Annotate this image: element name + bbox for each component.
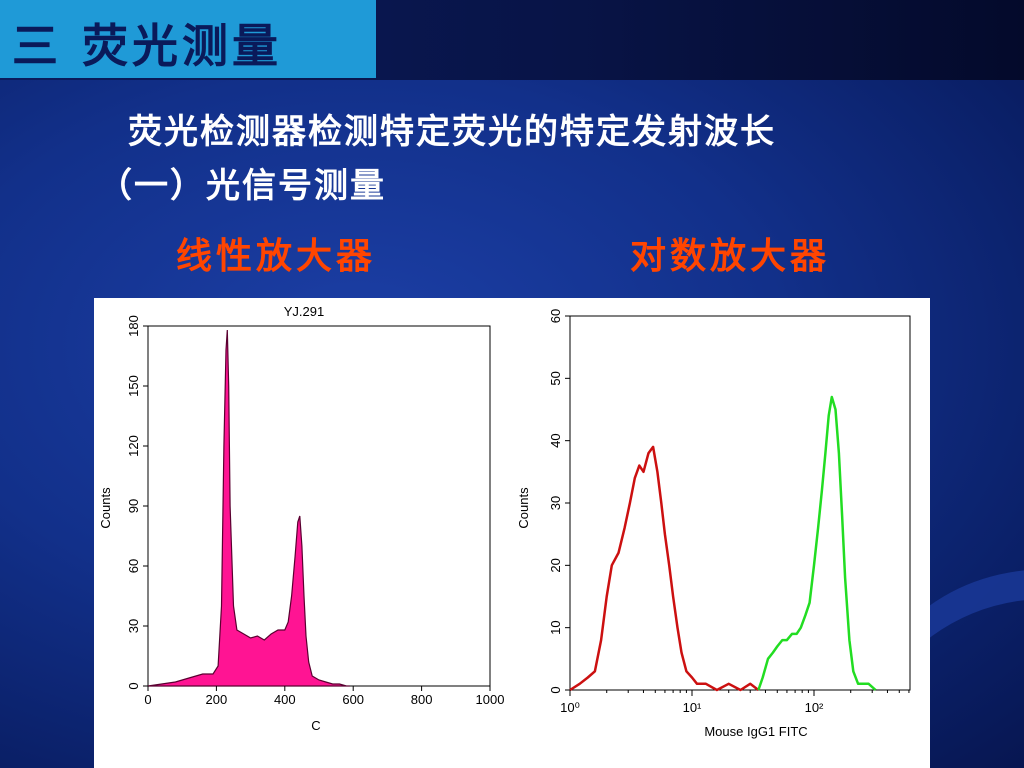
log-histogram-chart: Counts Mouse IgG1 FITC 10⁰ 10¹ 10² 0 10 20 30 4… — [516, 309, 911, 739]
chart1-x-tick-label: 400 — [274, 692, 296, 707]
chart1-frame — [147, 325, 491, 687]
chart2-series-line-2 — [757, 395, 877, 691]
chart2-y-tick-label: 0 — [548, 686, 563, 693]
linear-histogram-chart: YJ.291 Counts C 0 200 400 600 800 1000 0 30 60 90… — [98, 304, 505, 733]
chart1-x-label: C — [311, 718, 320, 733]
chart2-y-tick-label: 10 — [548, 620, 563, 634]
title-box: 三 荧光测量 — [0, 0, 376, 78]
chart1-y-tick-label: 120 — [126, 435, 141, 457]
chart1-x-tick-label: 0 — [144, 692, 151, 707]
chart2-x-tick-label: 10⁰ — [560, 700, 580, 715]
chart1-y-label: Counts — [98, 487, 113, 529]
chart2-y-label: Counts — [516, 487, 531, 529]
chart2-x-tick-label: 10² — [805, 700, 824, 715]
chart1-y-tick-label: 60 — [126, 559, 141, 573]
chart2-y-tick-label: 40 — [548, 433, 563, 447]
chart1-y-tick-label: 0 — [126, 682, 141, 689]
chart1-y-tick-label: 90 — [126, 499, 141, 513]
chart-panel: YJ.291 Counts C 0 200 400 600 800 1000 0 30 60 90… — [94, 298, 930, 768]
chart1-x-tick-label: 800 — [411, 692, 433, 707]
chart1-x-tick-label: 1000 — [476, 692, 505, 707]
chart1-area — [147, 329, 350, 687]
chart2-x-tick-label: 10¹ — [683, 700, 702, 715]
chart2-frame — [569, 315, 911, 691]
chart1-title: YJ.291 — [284, 304, 324, 319]
chart2-y-tick-label: 60 — [548, 309, 563, 323]
chart2-series-line-1 — [569, 445, 760, 692]
chart1-y-tick-label: 30 — [126, 619, 141, 633]
chart1-y-tick-label: 180 — [126, 315, 141, 337]
chart2-y-tick-label: 30 — [548, 496, 563, 510]
chart1-y-tick-label: 150 — [126, 375, 141, 397]
slide-title: 三 荧光测量 — [12, 19, 283, 73]
chart2-x-label: Mouse IgG1 FITC — [704, 724, 807, 739]
chart2-y-tick-label: 20 — [548, 558, 563, 572]
label-log-amplifier: 对数放大器 — [630, 235, 831, 277]
chart1-x-tick-label: 600 — [342, 692, 364, 707]
label-linear-amplifier: 线性放大器 — [176, 235, 377, 277]
chart2-y-tick-label: 50 — [548, 371, 563, 385]
text-line-1: 荧光检测器检测特定荧光的特定发射波长 — [128, 112, 776, 152]
chart1-x-tick-label: 200 — [206, 692, 228, 707]
text-line-2: （一）光信号测量 — [98, 166, 386, 206]
